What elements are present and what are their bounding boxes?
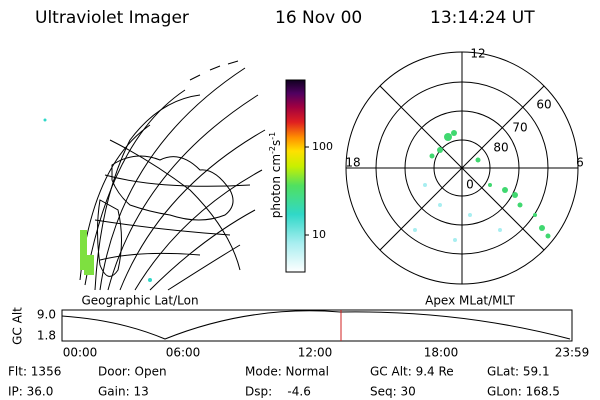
mlat-label: 80: [493, 141, 508, 155]
info-field: IP: 36.0: [8, 385, 53, 399]
y-tick-label: 9.0: [37, 308, 56, 322]
altitude-curve: [61, 310, 571, 340]
x-tick-label: 00:00: [63, 346, 98, 360]
title: Ultraviolet Imager: [35, 8, 189, 28]
info-field: Gain: 13: [98, 385, 149, 399]
y-tick-label: 1.8: [37, 329, 56, 343]
info-field: GLat: 59.1: [487, 365, 550, 379]
mlt-label: 0: [466, 178, 474, 192]
label-exp: -2: [268, 146, 277, 154]
info-field: Seq: 30: [370, 385, 416, 399]
x-ticks: 00:00 06:00 12:00 18:00 23:59: [63, 346, 590, 360]
colorbar-label: photon cm-2s-1: [268, 132, 283, 219]
mlat-label: 70: [512, 121, 527, 135]
x-tick-label: 18:00: [424, 346, 459, 360]
info-field: Door: Open: [98, 365, 167, 379]
label-text: s: [269, 140, 283, 146]
label-text: photon cm: [269, 154, 283, 218]
globe-grid: [79, 60, 266, 291]
mlt-label: 12: [470, 47, 485, 61]
colorbar-tick-label: 10: [312, 228, 326, 241]
time: 13:14:24 UT: [430, 8, 535, 28]
mlt-label: 6: [576, 156, 584, 170]
info-field: GLon: 168.5: [487, 385, 560, 399]
mlt-label: 18: [345, 156, 360, 170]
info-field: Flt: 1356: [8, 365, 61, 379]
mlat-label: 60: [536, 98, 551, 112]
info-field: GC Alt: 9.4 Re: [370, 365, 454, 379]
aurora-emission: [43, 118, 152, 282]
colorbar-tick-label: 100: [312, 140, 333, 153]
info-table: Flt: 1356 Door: Open Mode: Normal GC Alt: 9…: [8, 365, 560, 399]
info-field: Mode: Normal: [245, 365, 329, 379]
polar-aurora: [413, 130, 551, 242]
left-caption: Geographic Lat/Lon: [81, 294, 198, 308]
x-tick-label: 12:00: [298, 346, 333, 360]
date: 16 Nov 00: [275, 8, 362, 28]
right-caption: Apex MLat/MLT: [425, 294, 515, 308]
info-field: Dsp: -4.6: [245, 385, 311, 399]
colorbar: [285, 79, 306, 273]
label-exp: -1: [268, 132, 277, 140]
altitude-frame: [61, 309, 573, 342]
x-tick-label: 23:59: [555, 346, 590, 360]
x-tick-label: 06:00: [166, 346, 201, 360]
altitude-axis-label: GC Alt: [11, 307, 25, 345]
polar-grid: [345, 51, 579, 285]
